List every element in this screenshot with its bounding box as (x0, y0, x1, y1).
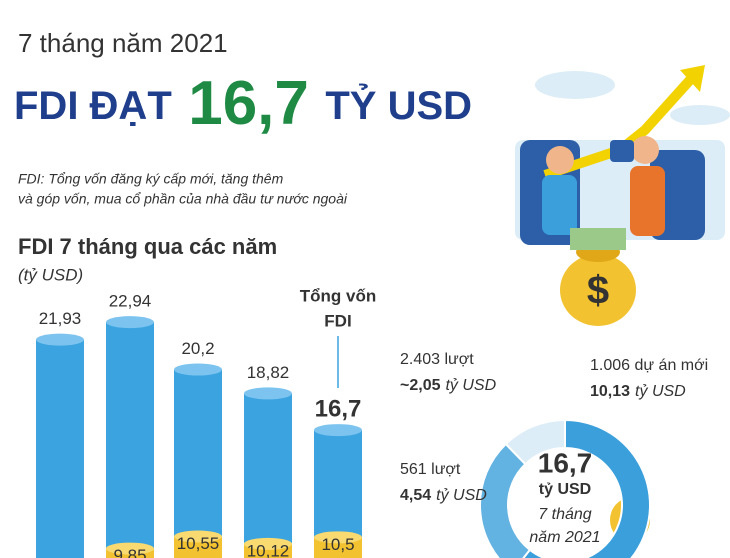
bar-cap (244, 537, 292, 550)
segment-value: 10,13 tỷ USD (590, 383, 686, 400)
total-value: 16,7 (538, 447, 593, 478)
subtitle: 7 tháng năm 2021 (18, 28, 228, 58)
value-label: 22,94 (109, 292, 152, 311)
value-label: 9,85 (113, 546, 146, 558)
segment-label: 561 lượt (400, 461, 461, 478)
bar-cap (314, 424, 362, 437)
value-label: 16,7 (315, 395, 362, 422)
bar (36, 339, 84, 558)
center-label: năm 2021 (529, 529, 600, 546)
segment-value: ~2,05 tỷ USD (400, 377, 497, 394)
bar-cap (106, 316, 154, 329)
note: và góp vốn, mua cổ phần của nhà đầu tư n… (18, 191, 348, 207)
value-label: 10,55 (177, 534, 220, 553)
bar-cap (174, 530, 222, 543)
total-unit: tỷ USD (539, 481, 591, 498)
segment-value-unit: tỷ USD (635, 383, 686, 400)
note: FDI: Tổng vốn đăng ký cấp mới, tăng thêm (18, 171, 284, 187)
donut-segment (522, 418, 651, 558)
value-label: 18,82 (247, 363, 290, 382)
annotation: FDI (324, 311, 351, 330)
bar-chart-title: FDI 7 tháng qua các năm (18, 234, 277, 259)
bar-cap (106, 542, 154, 555)
center-label: 7 tháng (538, 506, 591, 523)
bar (106, 322, 154, 558)
bar (244, 393, 292, 558)
bar (174, 369, 222, 558)
segment-value-unit: tỷ USD (445, 377, 496, 394)
donut-segment (504, 418, 566, 466)
segment-value-number: 10,13 (590, 383, 630, 400)
value-label: 21,93 (39, 309, 82, 328)
annotation: Tổng vốn (300, 286, 376, 305)
bar-cap (314, 531, 362, 544)
y-label: (tỷ USD) (18, 265, 83, 284)
segment-value-number: 4,54 (400, 487, 431, 504)
bar-cap (174, 363, 222, 376)
title-prefix: FDI ĐẠT (14, 84, 172, 128)
title-value: 16,7 (188, 69, 309, 138)
illustration: $ (515, 65, 730, 542)
segment-value-number: ~2,05 (400, 377, 441, 394)
title-suffix: TỶ USD (325, 82, 472, 128)
dollar-icon: $ (587, 269, 609, 313)
segment-label: 2.403 lượt (400, 351, 474, 368)
value-label: 10,5 (321, 535, 354, 554)
title: FDI ĐẠT 16,7 TỶ USD (14, 69, 472, 138)
bar-cap (36, 333, 84, 346)
segment-value-unit: tỷ USD (436, 487, 487, 504)
value-label: 10,12 (247, 541, 290, 558)
segment-value: 4,54 tỷ USD (400, 487, 487, 504)
bar (174, 536, 222, 558)
value-label: 20,2 (181, 339, 214, 358)
bar-cap (244, 387, 292, 400)
segment-label: 1.006 dự án mới (590, 357, 708, 374)
